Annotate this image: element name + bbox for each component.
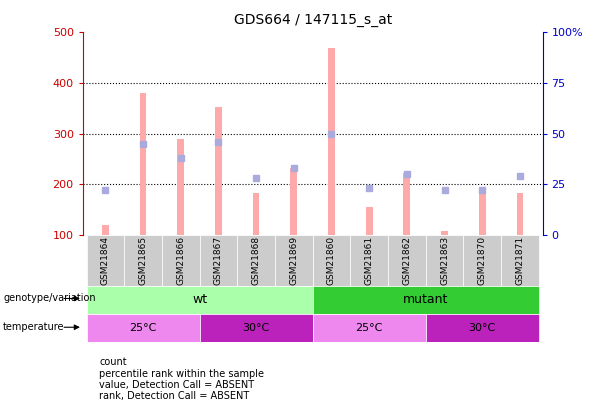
Bar [517, 193, 524, 235]
Bar [441, 231, 448, 235]
FancyBboxPatch shape [388, 235, 425, 286]
Text: 25°C: 25°C [129, 323, 157, 333]
Text: GSM21867: GSM21867 [214, 236, 223, 285]
Text: GSM21871: GSM21871 [516, 236, 524, 285]
Text: wt: wt [192, 293, 207, 306]
FancyBboxPatch shape [313, 314, 425, 342]
Bar [328, 47, 335, 235]
Text: rank, Detection Call = ABSENT: rank, Detection Call = ABSENT [99, 392, 249, 401]
Bar [253, 193, 259, 235]
FancyBboxPatch shape [86, 314, 200, 342]
Text: GSM21870: GSM21870 [478, 236, 487, 285]
Text: GSM21863: GSM21863 [440, 236, 449, 285]
Text: GSM21862: GSM21862 [402, 236, 411, 285]
FancyBboxPatch shape [501, 235, 539, 286]
FancyBboxPatch shape [313, 286, 539, 314]
Text: GSM21869: GSM21869 [289, 236, 299, 285]
FancyBboxPatch shape [350, 235, 388, 286]
FancyBboxPatch shape [162, 235, 200, 286]
Title: GDS664 / 147115_s_at: GDS664 / 147115_s_at [234, 13, 392, 27]
Text: percentile rank within the sample: percentile rank within the sample [99, 369, 264, 379]
Text: genotype/variation: genotype/variation [3, 294, 96, 303]
FancyBboxPatch shape [313, 235, 350, 286]
FancyBboxPatch shape [425, 235, 463, 286]
Text: GSM21864: GSM21864 [101, 236, 110, 285]
Text: GSM21860: GSM21860 [327, 236, 336, 285]
Bar [403, 173, 410, 235]
Text: 25°C: 25°C [356, 323, 383, 333]
Text: GSM21861: GSM21861 [365, 236, 374, 285]
FancyBboxPatch shape [86, 235, 124, 286]
Text: 30°C: 30°C [468, 323, 496, 333]
FancyBboxPatch shape [200, 314, 313, 342]
Bar [366, 207, 373, 235]
FancyBboxPatch shape [275, 235, 313, 286]
Text: GSM21865: GSM21865 [139, 236, 148, 285]
Text: GSM21866: GSM21866 [176, 236, 185, 285]
Bar [140, 93, 147, 235]
FancyBboxPatch shape [200, 235, 237, 286]
Bar [215, 107, 222, 235]
FancyBboxPatch shape [237, 235, 275, 286]
Text: GSM21868: GSM21868 [251, 236, 261, 285]
Text: count: count [99, 358, 127, 367]
Bar [102, 225, 109, 235]
FancyBboxPatch shape [425, 314, 539, 342]
Text: mutant: mutant [403, 293, 448, 306]
FancyBboxPatch shape [463, 235, 501, 286]
Text: value, Detection Call = ABSENT: value, Detection Call = ABSENT [99, 380, 254, 390]
Bar [177, 139, 184, 235]
Text: temperature: temperature [3, 322, 64, 332]
Text: 30°C: 30°C [243, 323, 270, 333]
Bar [291, 168, 297, 235]
FancyBboxPatch shape [124, 235, 162, 286]
FancyBboxPatch shape [86, 286, 313, 314]
Bar [479, 188, 485, 235]
